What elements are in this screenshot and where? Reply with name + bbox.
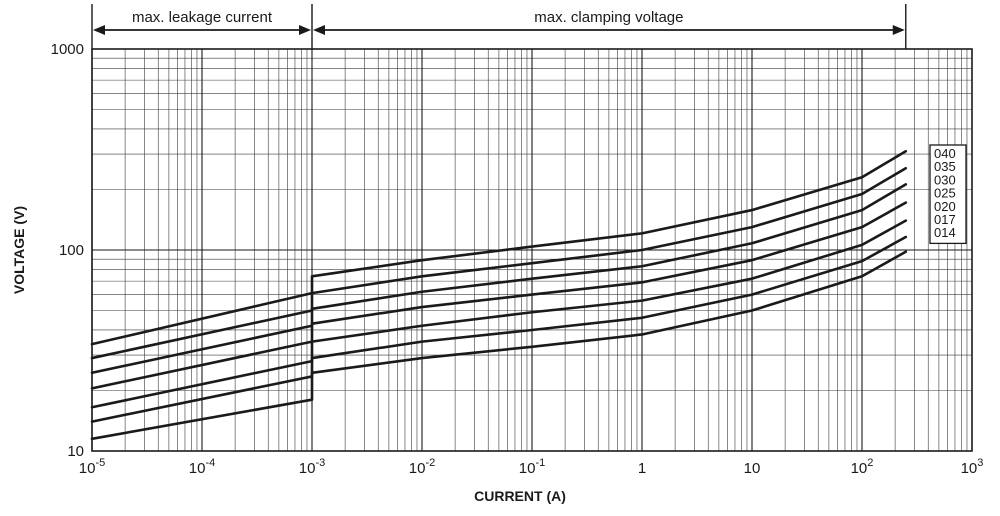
x-tick-label: 102 (851, 457, 874, 477)
x-tick-labels: 10-5 10-4 10-3 10-2 10-1 1 10 102 103 (79, 457, 984, 477)
legend-entry: 020 (934, 199, 956, 214)
legend-entry: 014 (934, 225, 956, 240)
x-tick-label: 103 (961, 457, 984, 477)
region-arrow-head-left (313, 25, 325, 35)
x-tick-label: 1 (638, 460, 646, 477)
series-line-025 (90, 201, 908, 390)
region-label: max. clamping voltage (534, 9, 683, 26)
series-line-040 (90, 149, 908, 346)
series-line-030 (90, 183, 908, 375)
y-tick-label: 100 (59, 242, 84, 259)
y-tick-label: 1000 (51, 41, 84, 58)
y-tick-label: 10 (67, 443, 84, 460)
region-label: max. leakage current (132, 9, 273, 26)
x-tick-base: 10 (189, 460, 206, 477)
legend-entry: 035 (934, 159, 956, 174)
x-tick-label: 10-5 (79, 457, 105, 477)
x-tick-exponent: -3 (315, 457, 325, 469)
x-tick-label: 10-4 (189, 457, 215, 477)
region-arrow-head-left (93, 25, 105, 35)
series-lines (90, 149, 908, 441)
legend-entry: 017 (934, 212, 956, 227)
x-tick-base: 10 (519, 460, 536, 477)
legend-entry: 025 (934, 186, 956, 201)
y-axis-title: VOLTAGE (V) (11, 206, 27, 294)
x-tick-base: 10 (79, 460, 96, 477)
legend-entry: 030 (934, 172, 956, 187)
x-tick-label: 10-2 (409, 457, 435, 477)
series-line-017 (90, 235, 908, 423)
series-line-014 (90, 250, 908, 441)
series-line-020 (90, 219, 908, 409)
x-tick-exponent: -5 (95, 457, 105, 469)
x-tick-exponent: -4 (205, 457, 215, 469)
legend-entry: 040 (934, 146, 956, 161)
x-tick-base: 10 (961, 460, 978, 477)
x-tick-exponent: -1 (535, 457, 545, 469)
legend-box (929, 144, 967, 245)
x-tick-exponent: 2 (867, 457, 873, 469)
x-tick-base: 1 (638, 460, 646, 477)
series-line-035 (90, 166, 908, 360)
x-axis-title: CURRENT (A) (474, 488, 566, 504)
plot-frame (91, 48, 973, 452)
x-tick-label: 10-1 (519, 457, 545, 477)
x-tick-exponent: -2 (425, 457, 435, 469)
x-tick-label: 10-3 (299, 457, 325, 477)
x-tick-label: 10 (744, 460, 761, 477)
x-tick-base: 10 (409, 460, 426, 477)
region-arrow-head-right (299, 25, 311, 35)
x-tick-base: 10 (851, 460, 868, 477)
y-tick-labels: 10 100 1000 (51, 41, 84, 460)
x-tick-base: 10 (299, 460, 316, 477)
region-annotations: max. leakage current max. clamping voltag… (91, 4, 907, 49)
x-tick-base: 10 (744, 460, 761, 477)
x-tick-exponent: 3 (977, 457, 983, 469)
region-arrow-head-right (892, 25, 905, 35)
